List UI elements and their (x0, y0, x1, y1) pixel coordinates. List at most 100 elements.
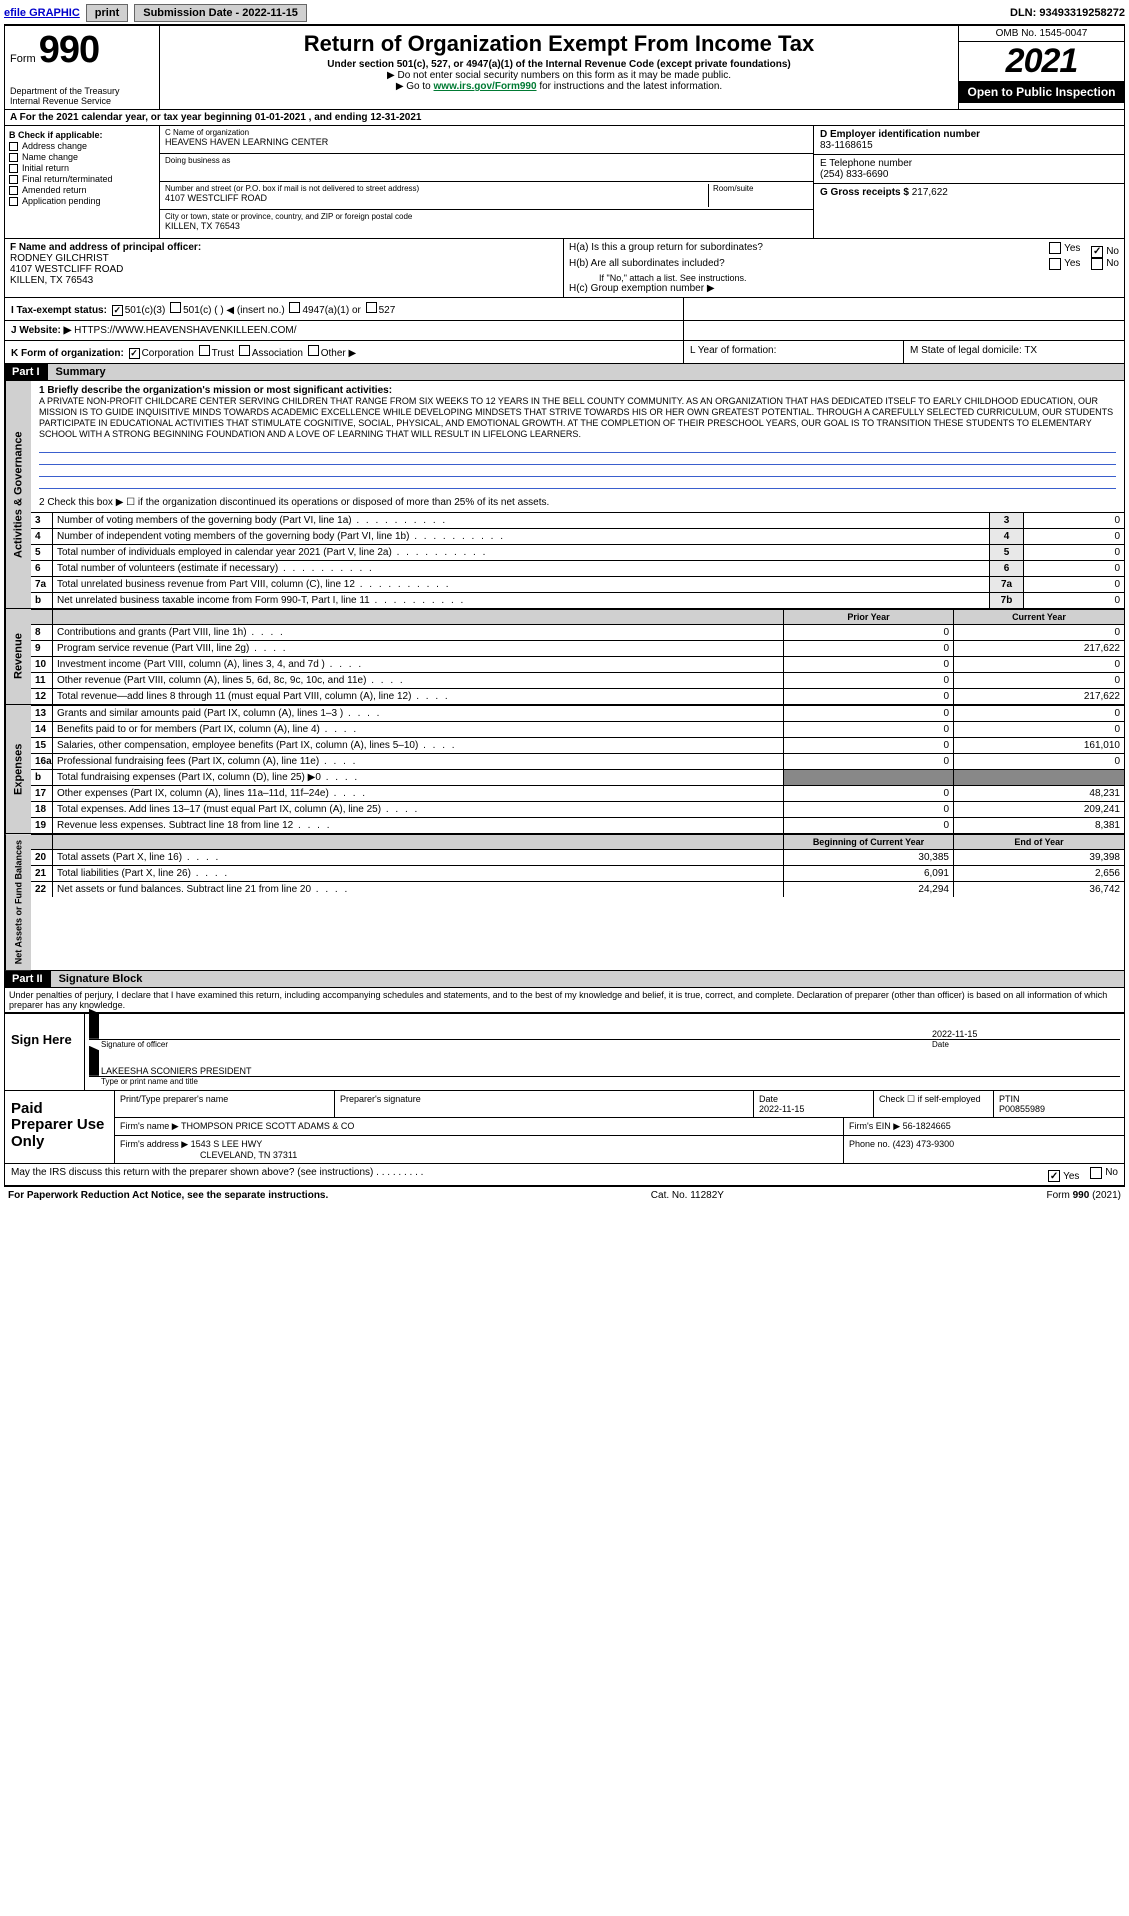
mission-text: A PRIVATE NON-PROFIT CHILDCARE CENTER SE… (39, 396, 1116, 441)
part2-title: Signature Block (51, 971, 1125, 988)
top-bar: efile GRAPHIC print Submission Date - 20… (4, 4, 1125, 26)
exp-line-18: 18Total expenses. Add lines 13–17 (must … (31, 801, 1124, 817)
firm-ein: 56-1824665 (903, 1121, 951, 1131)
room-label: Room/suite (713, 184, 808, 193)
footer-left: For Paperwork Reduction Act Notice, see … (8, 1190, 328, 1201)
header-title-cell: Return of Organization Exempt From Incom… (160, 26, 959, 109)
f-label: F Name and address of principal officer: (10, 242, 558, 253)
preparer-row3: Firm's address ▶ 1543 S LEE HWY CLEVELAN… (115, 1136, 1124, 1163)
chk-amended-return[interactable]: Amended return (9, 185, 155, 195)
discuss-text: May the IRS discuss this return with the… (11, 1167, 423, 1183)
footer-right: Form 990 (2021) (1047, 1190, 1121, 1201)
col-prior-year: Prior Year (784, 610, 954, 624)
signature-line[interactable] (89, 1018, 920, 1040)
firm-phone: (423) 473-9300 (893, 1139, 955, 1149)
entity-right-column: D Employer identification number 83-1168… (814, 126, 1124, 238)
discuss-no[interactable]: No (1090, 1167, 1118, 1179)
row-i: I Tax-exempt status: 501(c)(3) 501(c) ( … (4, 298, 1125, 321)
chk-501c[interactable] (170, 302, 181, 313)
form-title: Return of Organization Exempt From Incom… (165, 31, 953, 57)
net-header-row: Beginning of Current Year End of Year (31, 834, 1124, 849)
chk-527[interactable] (366, 302, 377, 313)
tab-net-assets: Net Assets or Fund Balances (5, 834, 31, 970)
entity-mid-column: C Name of organization HEAVENS HAVEN LEA… (160, 126, 814, 238)
submission-date-label: Submission Date - 2022-11-15 (134, 4, 307, 22)
gross-receipts-value: 217,622 (912, 187, 948, 198)
addr-label: Number and street (or P.O. box if mail i… (165, 184, 708, 193)
check-b-column: B Check if applicable: Address change Na… (5, 126, 160, 238)
chk-address-change[interactable]: Address change (9, 141, 155, 151)
footer-mid: Cat. No. 11282Y (651, 1190, 724, 1201)
header-note1: ▶ Do not enter social security numbers o… (165, 70, 953, 81)
form-prefix: Form (10, 53, 36, 65)
ha-no[interactable]: ✓No (1091, 246, 1119, 258)
net-line-21: 21Total liabilities (Part X, line 26)6,0… (31, 865, 1124, 881)
col-current-year: Current Year (954, 610, 1124, 624)
blank-line (39, 477, 1116, 489)
rev-line-8: 8Contributions and grants (Part VIII, li… (31, 624, 1124, 640)
row-j: J Website: ▶ HTTPS://WWW.HEAVENSHAVENKIL… (4, 321, 1125, 341)
efile-link[interactable]: efile GRAPHIC (4, 7, 80, 19)
hb-label: H(b) Are all subordinates included? (569, 258, 725, 273)
h-cell: H(a) Is this a group return for subordin… (564, 239, 1124, 297)
form990-link[interactable]: www.irs.gov/Form990 (434, 81, 537, 92)
l-year-formation: L Year of formation: (684, 341, 904, 363)
ha-label: H(a) Is this a group return for subordin… (569, 242, 763, 258)
sign-here-label: Sign Here (5, 1014, 85, 1090)
period-line: A For the 2021 calendar year, or tax yea… (4, 110, 1125, 126)
firm-addr-label: Firm's address ▶ (120, 1139, 188, 1149)
tab-expenses: Expenses (5, 705, 31, 833)
chk-501c3[interactable] (112, 305, 123, 316)
row-f-h: F Name and address of principal officer:… (4, 239, 1125, 298)
hb-yes[interactable]: Yes (1049, 258, 1080, 270)
ha-yes[interactable]: Yes (1049, 242, 1080, 254)
row-k: K Form of organization: Corporation Trus… (4, 341, 1125, 364)
m-state-domicile: M State of legal domicile: TX (904, 341, 1124, 363)
omb-label: OMB No. 1545-0047 (959, 26, 1124, 42)
ein-value: 83-1168615 (820, 140, 1118, 151)
firm-addr2: CLEVELAND, TN 37311 (120, 1150, 297, 1160)
hc-label: H(c) Group exemption number ▶ (569, 283, 1119, 294)
website-url: HTTPS://WWW.HEAVENSHAVENKILLEEN.COM/ (74, 325, 296, 336)
gov-line-7b: bNet unrelated business taxable income f… (31, 592, 1124, 608)
chk-name-change[interactable]: Name change (9, 152, 155, 162)
print-button[interactable]: print (86, 4, 128, 22)
part1-title: Summary (48, 364, 1125, 381)
form-number: 990 (39, 29, 99, 71)
preparer-row1: Print/Type preparer's name Preparer's si… (115, 1091, 1124, 1118)
gov-line-3: 3Number of voting members of the governi… (31, 512, 1124, 528)
exp-line-b: bTotal fundraising expenses (Part IX, co… (31, 769, 1124, 785)
e-phone-label: E Telephone number (820, 158, 1118, 169)
tax-year: 2021 (959, 42, 1124, 81)
hb-no[interactable]: No (1091, 258, 1119, 270)
chk-initial-return[interactable]: Initial return (9, 163, 155, 173)
chk-final-return[interactable]: Final return/terminated (9, 174, 155, 184)
chk-other[interactable] (308, 345, 319, 356)
blank-line (39, 441, 1116, 453)
phone-value: (254) 833-6690 (820, 169, 1118, 180)
revenue-section: Revenue Prior Year Current Year 8Contrib… (4, 609, 1125, 705)
governance-section: Activities & Governance 1 Briefly descri… (4, 381, 1125, 609)
chk-corporation[interactable] (129, 348, 140, 359)
paid-preparer-block: Paid Preparer Use Only Print/Type prepar… (4, 1091, 1125, 1164)
col-self-employed: Check ☐ if self-employed (874, 1091, 994, 1117)
net-line-22: 22Net assets or fund balances. Subtract … (31, 881, 1124, 897)
officer-addr1: 4107 WESTCLIFF ROAD (10, 264, 558, 275)
check-b-label: B Check if applicable: (9, 130, 155, 140)
chk-4947[interactable] (289, 302, 300, 313)
d-ein-label: D Employer identification number (820, 129, 1118, 140)
discuss-yes[interactable]: ✓Yes (1048, 1170, 1079, 1182)
chk-association[interactable] (239, 345, 250, 356)
principal-officer-cell: F Name and address of principal officer:… (5, 239, 564, 297)
exp-line-15: 15Salaries, other compensation, employee… (31, 737, 1124, 753)
exp-line-16a: 16aProfessional fundraising fees (Part I… (31, 753, 1124, 769)
gov-line-6: 6Total number of volunteers (estimate if… (31, 560, 1124, 576)
g-gross-label: G Gross receipts $ (820, 187, 909, 198)
chk-application-pending[interactable]: Application pending (9, 196, 155, 206)
chk-trust[interactable] (199, 345, 210, 356)
gov-line-7a: 7aTotal unrelated business revenue from … (31, 576, 1124, 592)
form-header: Form 990 Department of the Treasury Inte… (4, 26, 1125, 110)
tab-revenue: Revenue (5, 609, 31, 704)
col-end-year: End of Year (954, 835, 1124, 849)
col-preparer-sig: Preparer's signature (335, 1091, 754, 1117)
